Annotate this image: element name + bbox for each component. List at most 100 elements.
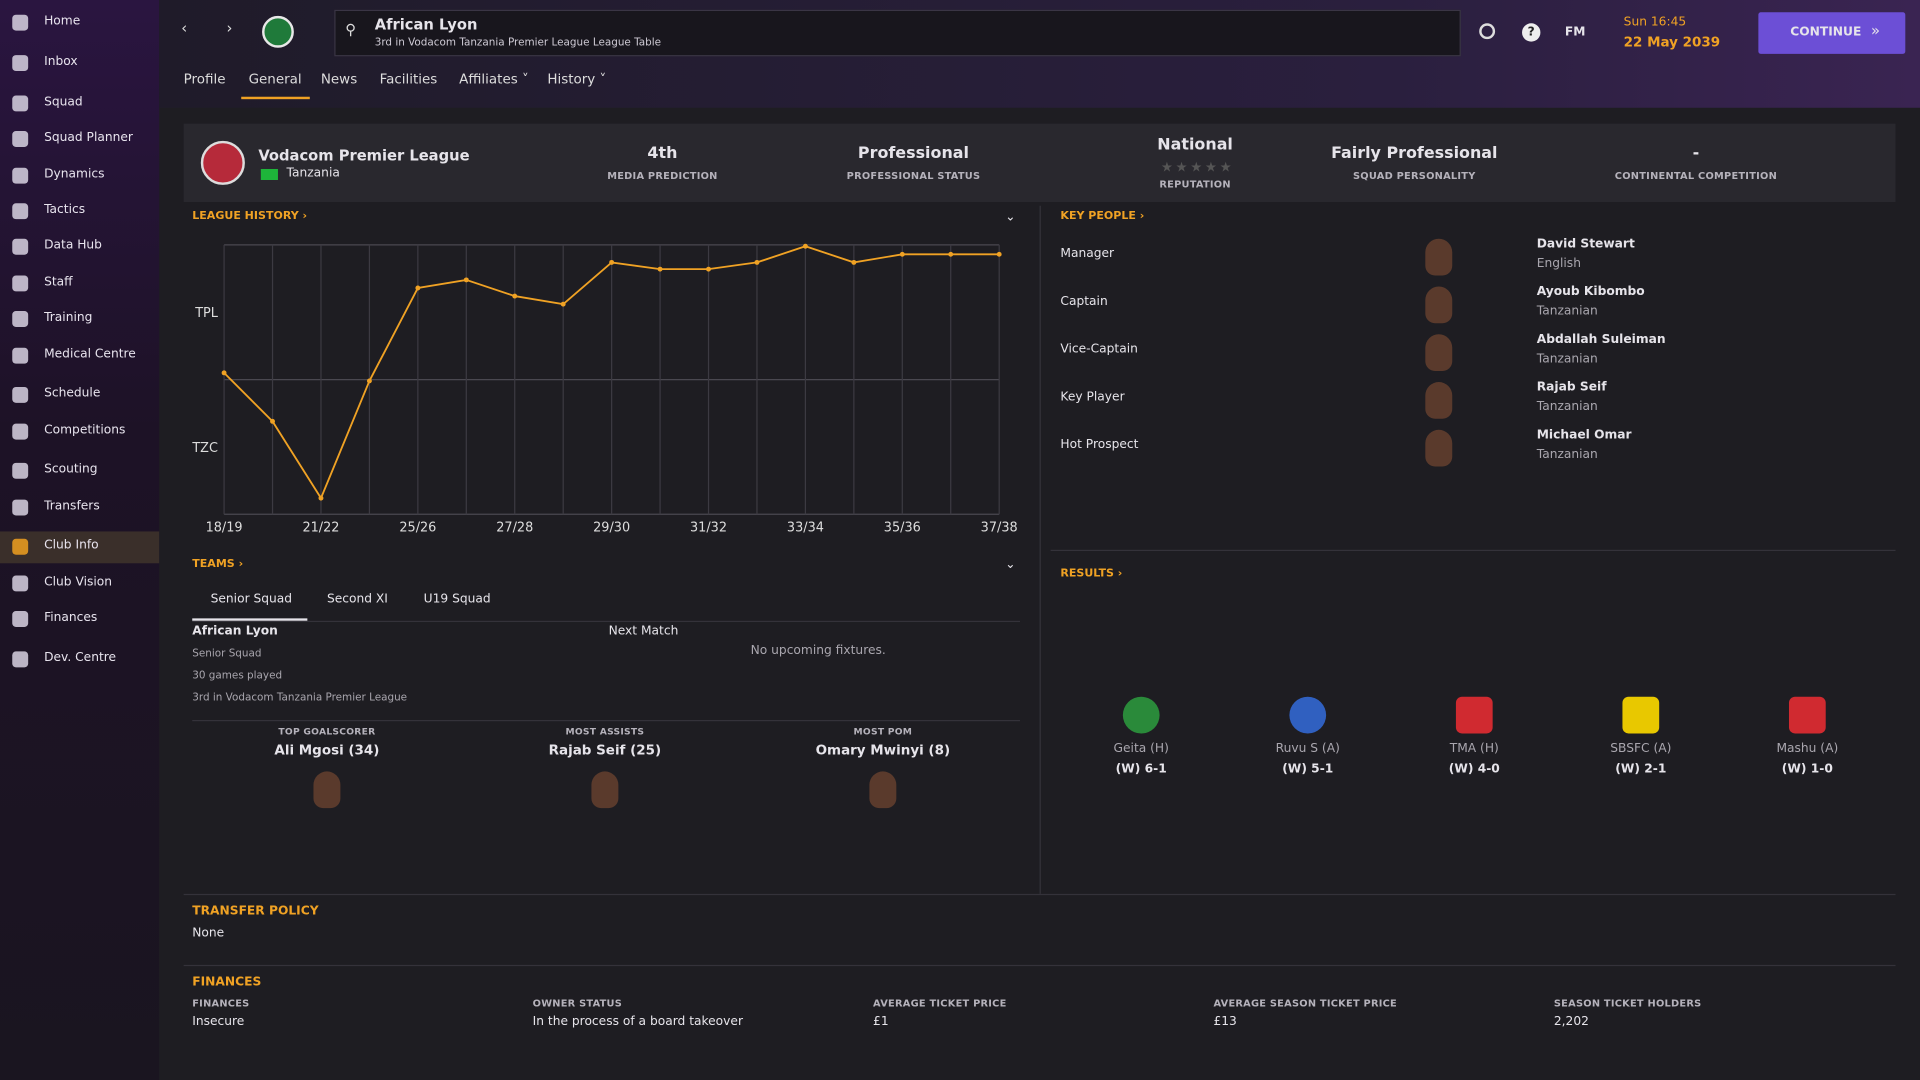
nav-item[interactable]: Dynamics — [0, 160, 159, 192]
history-point — [657, 266, 663, 272]
face — [1425, 238, 1453, 276]
stat-label: PROFESSIONAL STATUS — [846, 170, 981, 182]
team-badge — [1289, 696, 1327, 734]
nav-label: Inbox — [44, 55, 78, 69]
finance-value: 2,202 — [1553, 1015, 1589, 1029]
nav-item[interactable]: Staff — [0, 268, 159, 300]
role: Captain — [1060, 295, 1108, 309]
face — [1425, 286, 1453, 324]
history-point — [609, 259, 615, 265]
back-button[interactable]: ‹ — [181, 19, 188, 37]
nav-item[interactable]: Squad — [0, 88, 159, 120]
no-fixtures: No upcoming fixtures. — [750, 644, 886, 658]
leader-name[interactable]: Omary Mwinyi (8) — [815, 742, 951, 758]
result-team[interactable]: SBSFC (A) — [1610, 742, 1672, 756]
collapse-icon[interactable]: ⌄ — [1005, 210, 1016, 225]
search-box[interactable]: ⚲ African Lyon 3rd in Vodacom Tanzania P… — [334, 9, 1461, 57]
nav-item[interactable]: Finances — [0, 604, 159, 636]
club-subtitle: 3rd in Vodacom Tanzania Premier League L… — [374, 36, 662, 49]
team-tab-underline — [192, 618, 308, 621]
nav-item[interactable]: Schedule — [0, 380, 159, 412]
x-tick-label: 25/26 — [399, 520, 436, 535]
person-name[interactable]: Michael Omar — [1536, 428, 1632, 443]
nav-item[interactable]: Club Info — [0, 531, 160, 564]
leader-name[interactable]: Ali Mgosi (34) — [274, 742, 380, 758]
face — [1425, 334, 1453, 372]
tab[interactable]: Affiliates ˅ — [459, 71, 529, 87]
nav-label: Data Hub — [44, 238, 102, 253]
nav-item[interactable]: Data Hub — [0, 231, 159, 263]
team-tab[interactable]: Second XI — [326, 592, 388, 607]
leader-name[interactable]: Rajab Seif (25) — [548, 742, 662, 758]
result-team[interactable]: TMA (H) — [1449, 742, 1499, 756]
person-name[interactable]: David Stewart — [1536, 237, 1635, 252]
search-icon: ⚲ — [345, 20, 357, 38]
stat-label: SQUAD PERSONALITY — [1353, 170, 1476, 182]
history-point — [221, 370, 227, 376]
continue-button[interactable]: CONTINUE » — [1758, 12, 1906, 54]
date: 22 May 2039 — [1623, 34, 1721, 51]
team-badge — [1622, 696, 1660, 734]
history-point — [899, 251, 905, 257]
nav-item[interactable]: Home — [0, 7, 159, 39]
forward-button[interactable]: › — [226, 19, 233, 37]
person-name[interactable]: Abdallah Suleiman — [1536, 333, 1666, 347]
nav-icon — [12, 423, 29, 440]
team-tab[interactable]: U19 Squad — [423, 592, 491, 607]
result-team[interactable]: Geita (H) — [1113, 742, 1169, 756]
tab[interactable]: News — [320, 71, 358, 87]
result-score: (W) 6-1 — [1115, 762, 1167, 777]
nav-item[interactable]: Club Vision — [0, 568, 159, 600]
result-team[interactable]: Mashu (A) — [1776, 742, 1839, 756]
league-history-chart: 18/19 21/22 25/26 27/28 29/30 31/32 33/34 35/36… — [191, 243, 1018, 535]
nav-item[interactable]: Competitions — [0, 416, 159, 448]
finance-value: In the process of a board takeover — [532, 1015, 743, 1029]
club-badge[interactable] — [262, 15, 294, 48]
stat-value: - — [1692, 144, 1700, 163]
nav-item[interactable]: Dev. Centre — [0, 644, 159, 676]
result-team[interactable]: Ruvu S (A) — [1275, 742, 1340, 756]
history-point — [706, 266, 711, 272]
history-point — [415, 285, 421, 291]
y-tick-label: TZC — [191, 441, 218, 456]
fm-menu[interactable]: FM — [1564, 25, 1586, 40]
teams-title[interactable]: TEAMS › — [192, 558, 244, 571]
league-history-title[interactable]: LEAGUE HISTORY › — [192, 210, 308, 223]
help-icon[interactable]: ? — [1522, 23, 1541, 42]
nav-item[interactable]: Scouting — [0, 456, 159, 488]
person-nationality: Tanzanian — [1536, 400, 1598, 414]
results-title[interactable]: RESULTS › — [1060, 568, 1123, 581]
world-icon[interactable] — [1479, 23, 1496, 40]
nav-item[interactable]: Transfers — [0, 492, 159, 524]
history-point — [366, 378, 372, 384]
stat-value: National — [1157, 135, 1233, 155]
nav-label: Squad Planner — [44, 131, 133, 145]
person-nationality: Tanzanian — [1536, 304, 1598, 319]
stat-value: Professional — [857, 144, 969, 163]
result-score: (W) 1-0 — [1781, 762, 1833, 777]
summary-bar: Vodacom Premier League Tanzania 4th MEDIA… — [183, 123, 1896, 203]
nav-item[interactable]: Inbox — [0, 48, 159, 80]
collapse-icon[interactable]: ⌄ — [1005, 558, 1016, 572]
team-tab[interactable]: Senior Squad — [210, 592, 293, 607]
tab[interactable]: Facilities — [379, 71, 438, 87]
nav-item[interactable]: Medical Centre — [0, 340, 159, 372]
nav-icon — [12, 167, 29, 184]
face — [1425, 429, 1453, 467]
key-people-title[interactable]: KEY PEOPLE › — [1060, 210, 1145, 223]
nav-item[interactable]: Tactics — [0, 196, 159, 228]
nav-item[interactable]: Training — [0, 304, 159, 336]
x-tick-label: 35/36 — [884, 520, 921, 535]
nav-item[interactable]: Squad Planner — [0, 124, 159, 156]
transfer-policy-title: TRANSFER POLICY — [192, 904, 319, 919]
tab[interactable]: History ˅ — [547, 71, 607, 87]
role: Manager — [1060, 247, 1115, 261]
tab[interactable]: Profile — [183, 71, 226, 87]
role: Key Player — [1060, 390, 1125, 405]
x-tick-label: 37/38 — [981, 520, 1018, 535]
tab[interactable]: General — [248, 71, 302, 87]
club-title: African Lyon — [374, 15, 478, 34]
continue-label: CONTINUE — [1790, 25, 1862, 40]
person-name[interactable]: Ayoub Kibombo — [1536, 285, 1645, 299]
person-name[interactable]: Rajab Seif — [1536, 380, 1607, 395]
